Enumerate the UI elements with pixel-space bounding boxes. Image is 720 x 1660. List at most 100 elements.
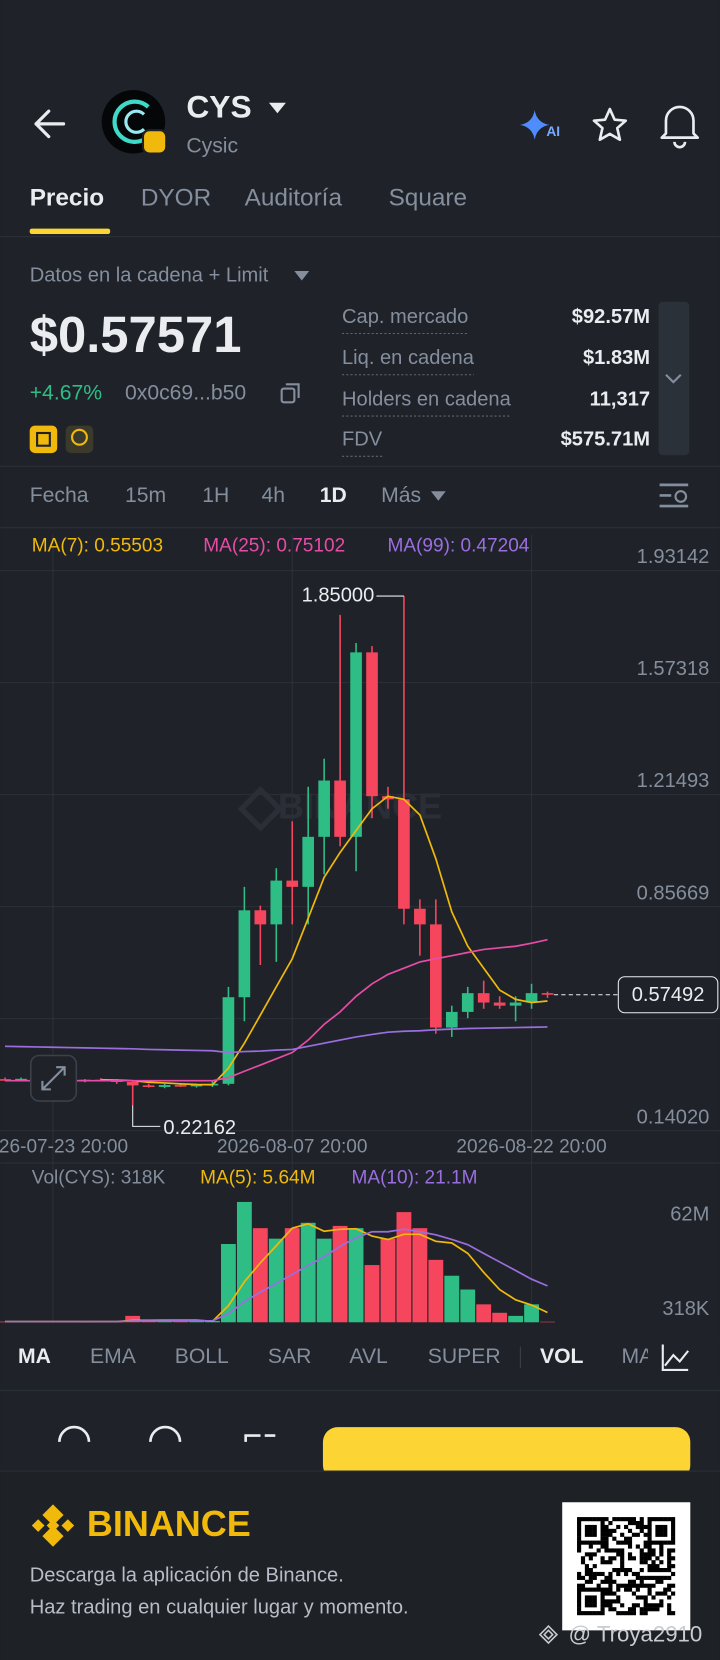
qr-cell [616, 1587, 621, 1592]
qr-cell [588, 1552, 593, 1557]
indicator-tab[interactable]: VOL [540, 1345, 584, 1368]
expand-panel[interactable] [658, 301, 690, 456]
qr-cell [620, 1517, 625, 1522]
qr-cell [584, 1564, 589, 1569]
candle-body [158, 1085, 171, 1087]
interval[interactable]: 4h [262, 484, 286, 507]
qr-cell [659, 1552, 664, 1557]
qr-cell [663, 1575, 668, 1580]
stat-label: FDV [342, 429, 383, 451]
ai-button[interactable]: AI [519, 110, 560, 140]
qr-cell [584, 1603, 589, 1608]
divider [0, 1470, 720, 1472]
volume-bar [508, 1315, 524, 1323]
ma-legend: MA(99): 0.47204 [388, 535, 530, 556]
qr-cell [635, 1603, 640, 1608]
qr-cell [584, 1587, 589, 1592]
qr-cell [604, 1560, 609, 1565]
qr-cell [647, 1603, 652, 1608]
chart-settings[interactable] [659, 483, 689, 508]
tab[interactable]: Precio [30, 184, 104, 211]
qr-cell [580, 1575, 586, 1580]
qr-cell [635, 1583, 640, 1588]
qr-cell [588, 1603, 593, 1608]
tab[interactable]: Square [389, 184, 467, 211]
indicator-tab[interactable]: SUPER [428, 1345, 501, 1368]
qr-cell [631, 1607, 636, 1612]
indicator-settings[interactable] [661, 1344, 690, 1371]
volume-bar [125, 1315, 141, 1323]
qr-cell [655, 1603, 660, 1608]
volume-bar [236, 1201, 252, 1323]
qr-cell [600, 1591, 605, 1596]
qr-cell [620, 1548, 625, 1553]
indicator-tab[interactable]: EMA [90, 1345, 137, 1368]
chart-settings-dot [674, 490, 688, 503]
copy-icon[interactable] [280, 387, 296, 404]
qr-cell [659, 1544, 664, 1549]
qr-cell [592, 1611, 597, 1616]
qr-cell [667, 1603, 672, 1608]
candle-body [238, 910, 251, 998]
indicator-tab[interactable]: BOLL [175, 1345, 229, 1368]
candle-body [509, 1002, 522, 1006]
footer-text: Haz trading en cualquier lugar y momento… [30, 1596, 409, 1618]
alert-button[interactable] [660, 105, 700, 149]
qr-cell [588, 1571, 593, 1577]
indicator-tab[interactable]: MA [621, 1345, 654, 1368]
qr-cell [627, 1579, 633, 1584]
interval[interactable]: Más [381, 484, 421, 507]
qr-cell [600, 1611, 605, 1616]
interval[interactable]: Fecha [30, 484, 89, 507]
trade-button[interactable] [322, 1427, 691, 1481]
indicator-tab[interactable]: AVL [349, 1345, 388, 1368]
qr-cell [671, 1548, 676, 1553]
tab[interactable]: DYOR [141, 184, 211, 211]
qr-cell [647, 1575, 652, 1580]
interval[interactable]: 15m [125, 484, 166, 507]
qr-cell [639, 1595, 644, 1600]
symbol-dropdown[interactable] [268, 102, 286, 114]
back-button[interactable] [34, 109, 66, 139]
qr-cell [651, 1607, 656, 1612]
interval[interactable]: 1H [202, 484, 229, 507]
qr-cell [588, 1544, 593, 1549]
qr-cell [616, 1599, 621, 1604]
divider [0, 236, 720, 238]
qr-cell [600, 1520, 605, 1526]
ai-text: AI [546, 124, 560, 139]
volume-bar [268, 1238, 284, 1323]
qr-cell [643, 1583, 648, 1588]
qr-cell [620, 1564, 625, 1569]
qr-cell [577, 1599, 582, 1604]
qr-cell [635, 1595, 640, 1600]
qr-cell [655, 1540, 660, 1545]
qr-cell [592, 1595, 597, 1600]
qr-cell [616, 1540, 621, 1545]
data-source: Datos en la cadena + Limit [30, 265, 269, 287]
qr-cell [612, 1599, 617, 1604]
indicator-tab[interactable]: SAR [268, 1345, 312, 1368]
tab[interactable]: Auditoría [245, 184, 343, 211]
qr-cell [588, 1517, 593, 1522]
qr-cell [612, 1579, 617, 1584]
badge-icon [70, 428, 88, 446]
indicator-tab[interactable]: MA [18, 1345, 51, 1368]
qr-cell [624, 1571, 629, 1577]
favorite-button[interactable] [592, 107, 628, 142]
qr-cell [651, 1548, 656, 1553]
qr-cell [647, 1607, 652, 1612]
qr-cell [655, 1564, 660, 1569]
source-dropdown[interactable] [294, 271, 310, 281]
qr-cell [620, 1552, 625, 1557]
qr-cell [577, 1548, 582, 1553]
qr-cell [604, 1587, 609, 1592]
qr-cell [639, 1517, 644, 1522]
qr-cell [639, 1556, 644, 1561]
qr-cell [631, 1583, 636, 1588]
qr-cell [631, 1571, 636, 1577]
qr-cell [616, 1611, 621, 1616]
qr-cell [588, 1528, 593, 1533]
interval[interactable]: 1D [320, 484, 347, 507]
